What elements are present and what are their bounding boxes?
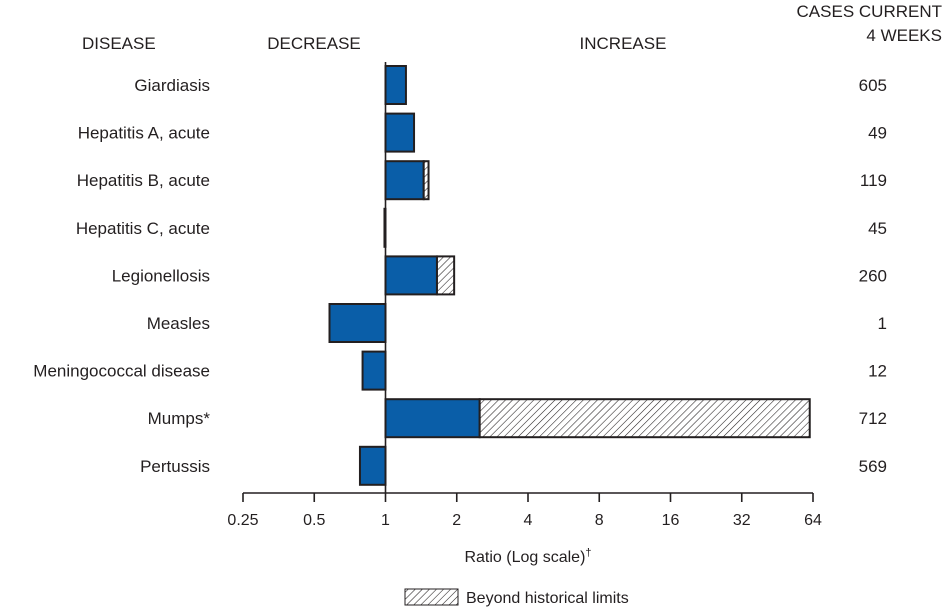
x-axis: 0.25 0.5 1 2 4 8 16 32 64: [227, 62, 822, 529]
row-legionellosis: Legionellosis 260: [112, 255, 887, 296]
bar-beyond-limits: [478, 398, 811, 439]
category-label: Hepatitis A, acute: [78, 124, 210, 143]
category-label: Hepatitis C, acute: [76, 219, 210, 238]
row-hepatitis-c-acute: Hepatitis C, acute 45: [76, 207, 887, 248]
bar-ratio: [384, 160, 425, 201]
category-label: Mumps*: [148, 409, 211, 428]
header-increase: INCREASE: [580, 34, 667, 53]
x-tick-label: 0.25: [227, 512, 258, 529]
x-tick-label: 32: [733, 512, 751, 529]
header-decrease: DECREASE: [267, 34, 361, 53]
bar-beyond-limits: [422, 160, 430, 201]
x-tick-label: 16: [662, 512, 680, 529]
x-axis-label-text: Ratio (Log scale): [464, 549, 585, 566]
header-disease: DISEASE: [82, 34, 156, 53]
category-label: Hepatitis B, acute: [77, 171, 210, 190]
cases-value: 119: [860, 171, 887, 190]
row-meningococcal-disease: Meningococcal disease 12: [33, 350, 887, 391]
bar-ratio: [384, 65, 407, 105]
x-tick-label: 0.5: [303, 512, 325, 529]
cases-value: 49: [868, 124, 887, 143]
row-measles: Measles 1: [147, 303, 887, 343]
x-tick-label: 1: [381, 512, 390, 529]
cases-value: 569: [859, 457, 887, 476]
row-giardiasis: Giardiasis 605: [134, 65, 887, 105]
header-cases-line1: CASES CURRENT: [797, 2, 942, 21]
x-tick-label: 2: [452, 512, 461, 529]
legend-label: Beyond historical limits: [466, 590, 629, 607]
bar-ratio: [361, 350, 387, 391]
bar-ratio: [358, 445, 387, 486]
category-label: Giardiasis: [134, 76, 210, 95]
bar-ratio: [384, 112, 416, 153]
legend-swatch: [404, 588, 459, 606]
cases-value: 712: [859, 409, 887, 428]
row-hepatitis-a-acute: Hepatitis A, acute 49: [78, 112, 887, 153]
row-hepatitis-b-acute: Hepatitis B, acute 119: [77, 160, 887, 201]
bar-ratio: [328, 303, 387, 343]
x-tick-label: 4: [524, 512, 533, 529]
cases-value: 1: [878, 314, 887, 333]
header-cases-line2: 4 WEEKS: [866, 26, 942, 45]
row-pertussis: Pertussis 569: [140, 445, 887, 486]
category-label: Measles: [147, 314, 210, 333]
category-label: Pertussis: [140, 457, 210, 476]
bar-beyond-limits: [435, 255, 456, 296]
cases-value: 45: [868, 219, 887, 238]
x-tick-label: 64: [804, 512, 822, 529]
legend: Beyond historical limits: [404, 588, 629, 607]
cases-value: 260: [859, 266, 887, 285]
x-axis-label: Ratio (Log scale)†: [464, 547, 591, 566]
cases-value: 605: [859, 76, 887, 95]
bar-ratio: [384, 255, 438, 296]
category-label: Legionellosis: [112, 266, 210, 285]
x-axis-label-footnote: †: [585, 547, 591, 559]
row-mumps: Mumps* 712: [148, 398, 887, 439]
x-tick-label: 8: [595, 512, 604, 529]
cases-value: 12: [868, 362, 887, 381]
bar-ratio: [384, 398, 481, 439]
category-label: Meningococcal disease: [33, 362, 210, 381]
